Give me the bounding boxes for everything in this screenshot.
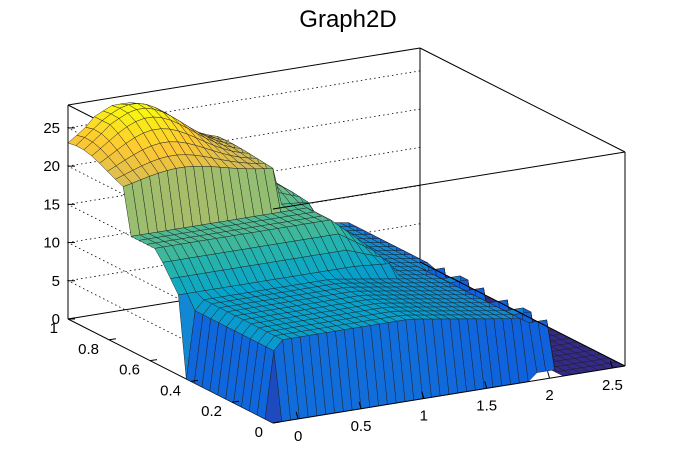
front-frame: [272, 47, 626, 424]
back-edge-4: [67, 47, 421, 106]
x-tick-mark: [609, 360, 613, 369]
z-tick-label: 0: [52, 311, 60, 328]
y-tick-label: 0.4: [160, 382, 181, 399]
front-edge-4: [419, 47, 626, 153]
z-tick-label: 20: [43, 158, 60, 175]
y-tick-mark: [67, 317, 76, 320]
front-edge-1: [419, 261, 626, 367]
y-tick-mark: [149, 359, 158, 362]
y-tick-label: 0.2: [201, 403, 222, 420]
y-tick-label: 0.8: [78, 341, 99, 358]
y-tick-label: 1: [50, 320, 58, 337]
x-tick-label: 0.5: [351, 418, 372, 435]
x-tick-mark: [421, 391, 425, 399]
x-tick-mark: [295, 411, 299, 420]
front-edge-3: [272, 151, 626, 210]
y-tick-mark: [108, 338, 117, 341]
x-tick-label: 2.5: [602, 377, 623, 394]
x-tick-label: 1: [420, 408, 428, 425]
x-tick-label: 1.5: [476, 397, 497, 414]
x-tick-mark: [484, 381, 488, 389]
x-tick-mark: [358, 401, 362, 409]
x-tick-label: 0: [294, 428, 302, 445]
x-tick-mark: [547, 371, 551, 379]
z-tick-label: 15: [43, 196, 60, 213]
y-tick-label: 0.6: [119, 362, 140, 379]
y-tick-mark: [272, 421, 281, 424]
y-tick-mark: [190, 379, 199, 382]
y-tick-label: 0: [255, 424, 263, 441]
x-tick-label: 2: [545, 387, 553, 404]
z-tick-label: 25: [43, 120, 60, 137]
surface-plot: [67, 102, 626, 424]
y-tick-mark: [231, 400, 240, 403]
axes: 0 5 10 15 20 25 0 0.5 1 1.5 2 2.5 0 0.2 0.4 0.6 0.8 1: [43, 120, 623, 445]
front-edge-0: [272, 365, 626, 424]
z-tick-label: 5: [52, 273, 60, 290]
chart-title: Graph2D: [299, 6, 396, 33]
z-tick-label: 10: [43, 235, 60, 252]
